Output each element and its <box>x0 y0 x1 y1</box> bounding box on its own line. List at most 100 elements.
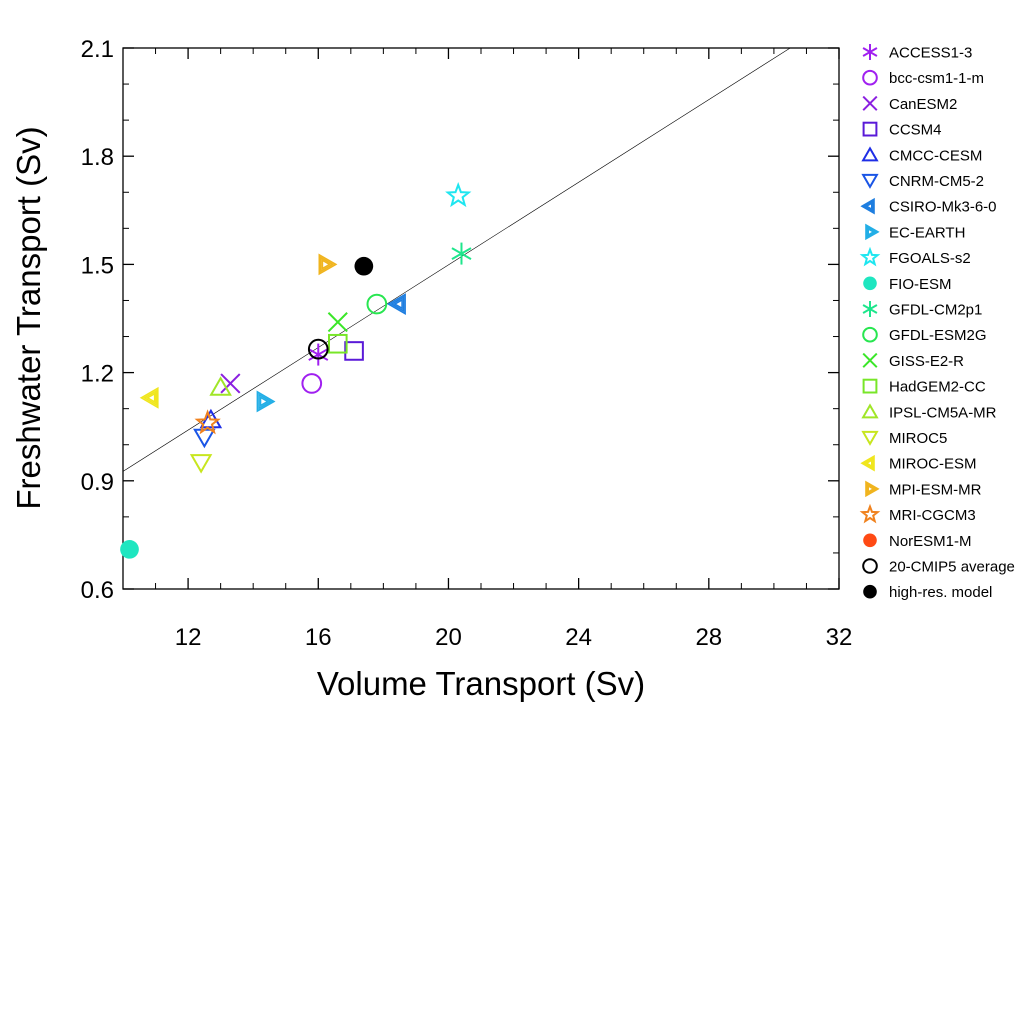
y-tick-label: 1.2 <box>81 361 114 388</box>
legend-item-miroc-esm: MIROC-ESM <box>860 454 977 473</box>
legend-marker <box>862 378 878 394</box>
point-fgoals-s2 <box>445 182 472 208</box>
point-gfdl-cm2p1 <box>451 242 472 265</box>
legend-label: NorESM1-M <box>889 533 972 550</box>
legend-item-cmcc-cesm: CMCC-CESM <box>861 146 982 164</box>
legend-label: MRI-CGCM3 <box>889 507 976 524</box>
legend-label: GFDL-CM2p1 <box>889 302 982 319</box>
legend-label: GISS-E2-R <box>889 353 964 370</box>
legend-marker <box>859 246 881 267</box>
x-tick-label: 16 <box>305 624 332 651</box>
legend-item-bcc-csm1-1-m: bcc-csm1-1-m <box>862 69 984 87</box>
legend-item-fgoals-s2: FGOALS-s2 <box>859 246 971 267</box>
legend-marker <box>860 197 875 215</box>
legend-label: MPI-ESM-MR <box>889 481 982 498</box>
y-axis-title: Freshwater Transport (Sv) <box>10 126 47 509</box>
point-20-cmip5-average <box>307 338 329 360</box>
legend-label: CCSM4 <box>889 122 942 139</box>
legend-label: bcc-csm1-1-m <box>889 70 984 87</box>
y-tick-label: 0.6 <box>81 577 114 604</box>
legend-marker <box>862 44 878 60</box>
point-hadgem2-cc <box>328 333 348 354</box>
point-miroc5 <box>189 454 213 474</box>
legend-marker <box>862 69 878 86</box>
legend-item-mpi-esm-mr: MPI-ESM-MR <box>865 480 982 498</box>
legend-label: FGOALS-s2 <box>889 250 971 267</box>
legend-marker <box>862 326 878 343</box>
point-cnrm-cm5-2 <box>193 428 216 449</box>
legend-item-mri-cgcm3: MRI-CGCM3 <box>859 503 976 524</box>
ticks-layer: 12 16 20 24 28 32 0.6 0.9 1.2 1.5 1.8 2.1 <box>81 36 853 651</box>
legend-marker <box>865 223 880 241</box>
legend-label: CanESM2 <box>889 96 957 113</box>
legend-item-gfdl-esm2g: GFDL-ESM2G <box>862 326 987 344</box>
legend-label: 20-CMIP5 average <box>889 559 1015 576</box>
point-access1-3 <box>308 343 329 366</box>
regression-line <box>122 47 791 472</box>
legend-label: high-res. model <box>889 584 992 601</box>
legend-item-csiro-mk3-6-0: CSIRO-Mk3-6-0 <box>860 197 997 216</box>
legend-label: EC-EARTH <box>889 224 965 241</box>
x-tick-label: 20 <box>435 624 462 651</box>
legend-marker <box>861 430 879 446</box>
legend-item-ec-earth: EC-EARTH <box>865 223 965 241</box>
legend-item-cnrm-cm5-2: CNRM-CM5-2 <box>861 173 984 190</box>
x-tick-label: 28 <box>695 624 722 651</box>
legend: ACCESS1-3 bcc-csm1-1-m CanESM2 CCSM4 CMCC-CE… <box>859 44 1015 601</box>
legend-marker <box>863 584 877 599</box>
legend-item-ccsm4: CCSM4 <box>862 121 942 139</box>
legend-label: MIROC-ESM <box>889 456 977 473</box>
legend-label: CSIRO-Mk3-6-0 <box>889 199 997 216</box>
point-csiro-mk3-6-0 <box>387 293 406 315</box>
legend-item-canesm2: CanESM2 <box>862 95 957 113</box>
point-mri-cgcm3 <box>194 409 221 435</box>
legend-label: MIROC5 <box>889 430 947 447</box>
legend-marker <box>862 352 878 368</box>
point-high-res-model <box>354 256 374 276</box>
legend-item-high-res-model: high-res. model <box>863 584 992 601</box>
legend-label: IPSL-CM5A-MR <box>889 404 997 421</box>
point-mpi-esm-mr <box>318 253 338 276</box>
legend-item-fio-esm: FIO-ESM <box>863 276 952 293</box>
legend-label: CMCC-CESM <box>889 147 982 164</box>
point-ipsl-cm5a-mr <box>209 376 232 396</box>
point-canesm2 <box>220 373 241 394</box>
point-fio-esm <box>120 539 139 559</box>
legend-item-miroc5: MIROC5 <box>861 430 947 447</box>
y-tick-label: 2.1 <box>81 36 114 63</box>
legend-item-ipsl-cm5a-mr: IPSL-CM5A-MR <box>861 403 997 421</box>
legend-marker <box>863 276 877 291</box>
legend-marker <box>862 95 878 111</box>
legend-marker <box>861 403 879 419</box>
point-ccsm4 <box>344 341 364 361</box>
legend-marker <box>863 533 877 548</box>
y-tick-label: 1.5 <box>81 252 114 279</box>
y-tick-label: 1.8 <box>81 144 114 171</box>
legend-label: HadGEM2-CC <box>889 379 986 396</box>
legend-item-access1-3: ACCESS1-3 <box>862 44 972 62</box>
legend-marker <box>865 480 880 498</box>
plot-frame <box>122 47 840 590</box>
legend-label: GFDL-ESM2G <box>889 327 987 344</box>
legend-marker <box>861 146 879 162</box>
x-axis-title: Volume Transport (Sv) <box>317 665 645 702</box>
legend-item-hadgem2-cc: HadGEM2-CC <box>862 378 986 396</box>
x-tick-label: 32 <box>826 624 853 651</box>
legend-label: FIO-ESM <box>889 276 952 293</box>
legend-marker <box>862 121 878 137</box>
x-tick-label: 12 <box>175 624 202 651</box>
point-bcc-csm1-1-m <box>301 373 323 394</box>
legend-marker <box>860 454 875 472</box>
legend-marker <box>862 558 878 574</box>
legend-item-gfdl-cm2p1: GFDL-CM2p1 <box>862 301 982 319</box>
legend-label: CNRM-CM5-2 <box>889 173 984 190</box>
point-gfdl-esm2g <box>366 293 388 315</box>
legend-marker <box>861 173 879 189</box>
point-ec-earth <box>256 390 276 413</box>
legend-item-giss-e2-r: GISS-E2-R <box>862 352 964 370</box>
legend-marker <box>859 503 881 524</box>
points-layer <box>120 182 472 559</box>
legend-item-20-cmip5-average: 20-CMIP5 average <box>862 558 1015 576</box>
